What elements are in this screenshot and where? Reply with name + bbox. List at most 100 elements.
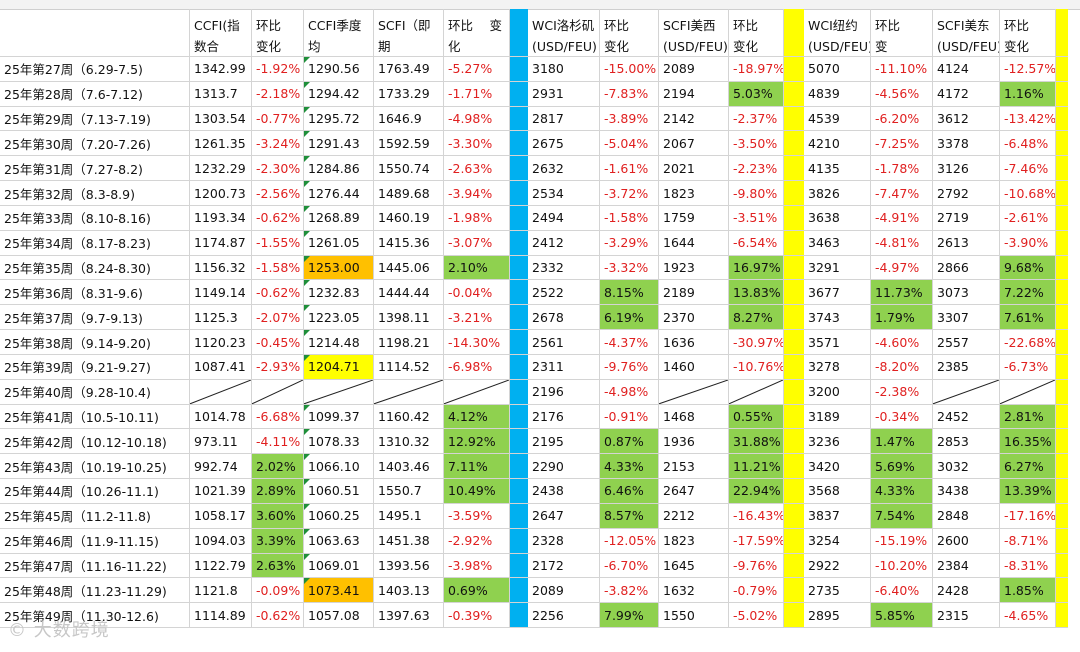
cell-ccfi[interactable]: 1021.39 <box>190 479 252 504</box>
cell-ccfi[interactable]: 1014.78 <box>190 404 252 430</box>
cell-wci-ny-change[interactable]: 5.85% <box>871 603 933 629</box>
cell-wci-ny[interactable]: 3420 <box>804 454 871 480</box>
cell-scfi-east-change[interactable]: -4.65% <box>1000 603 1056 629</box>
cell-scfi-west-change[interactable]: -10.76% <box>729 354 784 380</box>
cell-scfi-change[interactable]: 2.10% <box>444 255 510 281</box>
cell-scfi-east[interactable]: 3612 <box>933 106 1000 132</box>
cell-wci-la[interactable]: 3180 <box>528 57 600 82</box>
cell-scfi-east-change[interactable]: -12.57% <box>1000 57 1056 82</box>
cell-scfi-change[interactable]: -3.94% <box>444 181 510 206</box>
cell-week[interactable]: 25年第29周（7.13-7.19) <box>0 106 190 132</box>
cell-scfi-change[interactable]: -1.71% <box>444 81 510 107</box>
ccfi-change-header[interactable]: 环比 变化 <box>252 9 304 57</box>
cell-week[interactable]: 25年第28周（7.6-7.12) <box>0 81 190 107</box>
cell-yellow-sep-right[interactable] <box>1056 156 1068 182</box>
cell-week[interactable]: 25年第41周（10.5-10.11) <box>0 404 190 430</box>
cell-wci-la-change[interactable]: -9.76% <box>600 354 659 380</box>
cell-wci-la[interactable]: 2522 <box>528 280 600 306</box>
cell-wci-la[interactable]: 2176 <box>528 404 600 430</box>
cell-ccfi-change[interactable]: 2.63% <box>252 553 304 579</box>
cell-scfi-change[interactable]: -2.63% <box>444 156 510 182</box>
cell-blue-sep[interactable] <box>510 181 528 206</box>
cell-wci-la[interactable]: 2196 <box>528 379 600 405</box>
cell-scfi-east-change[interactable]: 9.68% <box>1000 255 1056 281</box>
cell-scfi-west-change[interactable] <box>729 379 784 405</box>
cell-scfi-change[interactable]: -4.98% <box>444 106 510 132</box>
cell-yellow-sep[interactable] <box>784 553 804 579</box>
cell-ccfi[interactable]: 1174.87 <box>190 230 252 256</box>
cell-week[interactable]: 25年第40周（9.28-10.4) <box>0 379 190 405</box>
cell-wci-ny[interactable]: 3568 <box>804 479 871 504</box>
cell-blue-sep[interactable] <box>510 230 528 256</box>
cell-wci-ny-change[interactable]: 5.69% <box>871 454 933 480</box>
cell-yellow-sep[interactable] <box>784 255 804 281</box>
cell-wci-ny[interactable]: 3278 <box>804 354 871 380</box>
cell-blue-sep[interactable] <box>510 553 528 579</box>
cell-yellow-sep[interactable] <box>784 379 804 405</box>
cell-ccfi-quarter-avg[interactable]: 1073.41 <box>304 578 374 604</box>
cell-yellow-sep[interactable] <box>784 479 804 504</box>
cell-blue-sep[interactable] <box>510 205 528 231</box>
cell-wci-ny[interactable]: 3291 <box>804 255 871 281</box>
cell-ccfi[interactable]: 1200.73 <box>190 181 252 206</box>
cell-scfi-west-change[interactable]: -17.59% <box>729 528 784 554</box>
cell-scfi-west[interactable]: 1636 <box>659 330 729 355</box>
cell-week[interactable]: 25年第32周（8.3-8.9) <box>0 181 190 206</box>
cell-week[interactable]: 25年第36周（8.31-9.6) <box>0 280 190 306</box>
cell-yellow-sep[interactable] <box>784 404 804 430</box>
cell-scfi-west[interactable]: 2021 <box>659 156 729 182</box>
cell-scfi-change[interactable]: -0.39% <box>444 603 510 629</box>
cell-ccfi[interactable]: 1261.35 <box>190 131 252 157</box>
cell-ccfi[interactable]: 1342.99 <box>190 57 252 82</box>
cell-scfi-west-change[interactable]: -6.54% <box>729 230 784 256</box>
cell-ccfi[interactable]: 1125.3 <box>190 305 252 331</box>
cell-scfi-east-change[interactable]: 1.16% <box>1000 81 1056 107</box>
cell-scfi-change[interactable]: -3.59% <box>444 503 510 529</box>
wci-la-change-header[interactable]: 环比 变化 <box>600 9 659 57</box>
cell-scfi-west[interactable]: 1550 <box>659 603 729 629</box>
cell-ccfi-quarter-avg[interactable]: 1291.43 <box>304 131 374 157</box>
cell-wci-ny-change[interactable]: 7.54% <box>871 503 933 529</box>
cell-scfi-east-change[interactable]: -2.61% <box>1000 205 1056 231</box>
cell-blue-sep[interactable] <box>510 354 528 380</box>
cell-scfi-west-change[interactable]: 16.97% <box>729 255 784 281</box>
cell-ccfi[interactable]: 1114.89 <box>190 603 252 629</box>
cell-ccfi-quarter-avg[interactable]: 1223.05 <box>304 305 374 331</box>
cell-scfi-change[interactable]: -3.21% <box>444 305 510 331</box>
cell-scfi-west[interactable]: 2153 <box>659 454 729 480</box>
cell-scfi-east[interactable]: 4124 <box>933 57 1000 82</box>
scfi-east-change-header[interactable]: 环比 变化 <box>1000 9 1056 57</box>
cell-scfi-west-change[interactable]: -0.79% <box>729 578 784 604</box>
cell-yellow-sep[interactable] <box>784 305 804 331</box>
cell-scfi-change[interactable]: 4.12% <box>444 404 510 430</box>
cell-scfi-east-change[interactable]: -10.68% <box>1000 181 1056 206</box>
cell-wci-la-change[interactable]: -6.70% <box>600 553 659 579</box>
cell-scfi-change[interactable]: 12.92% <box>444 429 510 455</box>
cell-scfi-west[interactable]: 1468 <box>659 404 729 430</box>
cell-wci-la-change[interactable]: 4.33% <box>600 454 659 480</box>
cell-scfi-east[interactable]: 4172 <box>933 81 1000 107</box>
cell-ccfi-quarter-avg[interactable]: 1232.83 <box>304 280 374 306</box>
cell-ccfi[interactable]: 992.74 <box>190 454 252 480</box>
cell-wci-la-change[interactable]: 7.99% <box>600 603 659 629</box>
cell-wci-ny-change[interactable]: 4.33% <box>871 479 933 504</box>
cell-ccfi-change[interactable]: -0.62% <box>252 603 304 629</box>
cell-scfi-west-change[interactable]: -9.76% <box>729 553 784 579</box>
cell-wci-la[interactable]: 2332 <box>528 255 600 281</box>
cell-ccfi-quarter-avg[interactable]: 1268.89 <box>304 205 374 231</box>
cell-ccfi-quarter-avg[interactable]: 1261.05 <box>304 230 374 256</box>
cell-scfi[interactable]: 1415.36 <box>374 230 444 256</box>
cell-scfi-east[interactable]: 3438 <box>933 479 1000 504</box>
cell-wci-ny-change[interactable]: -2.38% <box>871 379 933 405</box>
cell-wci-ny-change[interactable]: -0.34% <box>871 404 933 430</box>
cell-yellow-sep-right[interactable] <box>1056 404 1068 430</box>
cell-scfi-west[interactable]: 1923 <box>659 255 729 281</box>
cell-yellow-sep-right[interactable] <box>1056 131 1068 157</box>
cell-ccfi-change[interactable]: -1.58% <box>252 255 304 281</box>
cell-wci-la-change[interactable]: -15.00% <box>600 57 659 82</box>
cell-scfi-east[interactable]: 3126 <box>933 156 1000 182</box>
cell-wci-ny-change[interactable]: -15.19% <box>871 528 933 554</box>
cell-wci-ny-change[interactable]: -10.20% <box>871 553 933 579</box>
cell-wci-la-change[interactable]: -4.98% <box>600 379 659 405</box>
cell-yellow-sep[interactable] <box>784 131 804 157</box>
